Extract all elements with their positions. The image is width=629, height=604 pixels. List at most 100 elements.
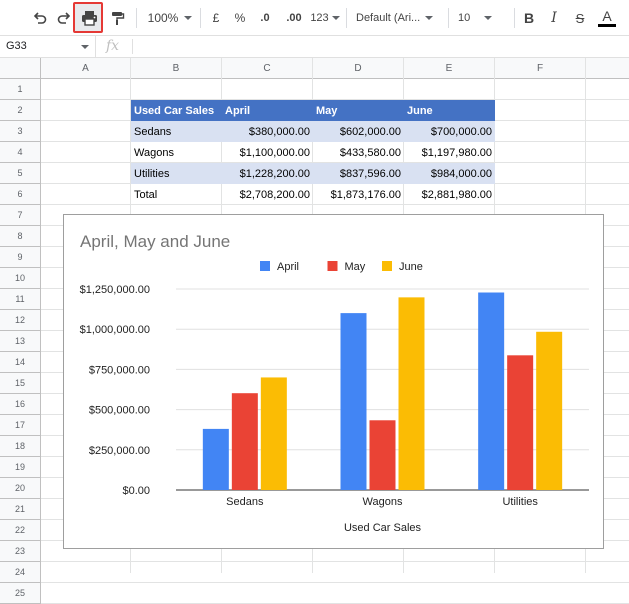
x-axis-title: Used Car Sales xyxy=(344,522,422,534)
zoom-select[interactable]: 100% xyxy=(145,6,195,30)
text-color-button[interactable]: A xyxy=(597,6,617,30)
table-cell[interactable]: $380,000.00 xyxy=(222,121,313,142)
currency-format-button[interactable]: £ xyxy=(212,11,220,25)
font-size-value: 10 xyxy=(458,12,471,24)
print-button-highlight xyxy=(73,2,103,33)
y-tick-label: $500,000.00 xyxy=(89,405,150,417)
toolbar-divider xyxy=(200,8,201,28)
row-header[interactable]: 23 xyxy=(0,541,41,562)
column-header-d[interactable]: D xyxy=(313,58,404,79)
row-header[interactable]: 7 xyxy=(0,205,41,226)
row-header[interactable]: 14 xyxy=(0,352,41,373)
row-header[interactable]: 15 xyxy=(0,373,41,394)
legend-label: June xyxy=(399,261,423,273)
column-header-a[interactable]: A xyxy=(41,58,131,79)
italic-button[interactable]: I xyxy=(551,10,557,26)
fx-icon: fx xyxy=(106,38,120,54)
legend-swatch xyxy=(260,261,270,271)
table-cell[interactable]: Wagons xyxy=(134,146,174,159)
row-header[interactable]: 25 xyxy=(0,583,41,604)
bar xyxy=(536,331,563,490)
table-header-cell[interactable]: June xyxy=(404,100,495,121)
y-tick-label: $250,000.00 xyxy=(89,445,150,457)
row-header[interactable]: 16 xyxy=(0,394,41,415)
table-cell[interactable]: Utilities xyxy=(131,163,222,184)
table-cell[interactable]: Total xyxy=(134,188,158,201)
table-cell[interactable]: $837,596.00 xyxy=(313,163,404,184)
table-cell[interactable]: $1,100,000.00 xyxy=(239,146,310,159)
row-gridline xyxy=(41,582,629,583)
toolbar-divider xyxy=(448,8,449,28)
embedded-chart[interactable]: April, May and June April May June $0.00 $250… xyxy=(63,214,604,549)
row-header[interactable]: 19 xyxy=(0,457,41,478)
redo-icon xyxy=(57,12,71,24)
font-family-select[interactable]: Default (Ari... xyxy=(356,6,440,30)
table-cell[interactable]: $984,000.00 xyxy=(404,163,495,184)
row-gridline xyxy=(41,99,629,100)
formula-input[interactable] xyxy=(134,36,629,57)
paint-roller-icon xyxy=(112,12,125,25)
row-header[interactable]: 1 xyxy=(0,79,41,100)
x-tick-label: Wagons xyxy=(363,496,403,508)
y-tick-label: $0.00 xyxy=(122,485,150,497)
chevron-down-icon xyxy=(484,16,493,20)
table-header-cell[interactable]: Used Car Sales xyxy=(131,100,222,121)
increase-decimals-button[interactable]: .00 xyxy=(282,6,306,30)
paint-format-button[interactable] xyxy=(107,6,127,30)
more-formats-select[interactable]: 123 xyxy=(309,6,341,30)
row-header[interactable]: 22 xyxy=(0,520,41,541)
table-cell[interactable]: $602,000.00 xyxy=(313,121,404,142)
column-header-g[interactable] xyxy=(586,58,629,79)
legend-label: May xyxy=(345,261,366,273)
row-header[interactable]: 6 xyxy=(0,184,41,205)
print-button[interactable] xyxy=(78,6,100,30)
legend-swatch xyxy=(327,261,338,271)
undo-button[interactable] xyxy=(30,6,50,30)
row-header[interactable]: 18 xyxy=(0,436,41,457)
table-cell[interactable]: $1,228,200.00 xyxy=(222,163,313,184)
chart-title: April, May and June xyxy=(80,232,230,251)
table-cell[interactable]: $1,873,176.00 xyxy=(330,188,401,201)
decrease-decimals-label: .0 xyxy=(260,12,270,24)
row-header[interactable]: 4 xyxy=(0,142,41,163)
row-header[interactable]: 13 xyxy=(0,331,41,352)
bar xyxy=(202,428,229,490)
x-tick-label: Utilities xyxy=(502,496,538,508)
percent-format-button[interactable]: % xyxy=(234,11,246,25)
table-cell[interactable]: $433,580.00 xyxy=(339,146,401,159)
table-cell[interactable]: Sedans xyxy=(131,121,222,142)
row-header[interactable]: 11 xyxy=(0,289,41,310)
row-header[interactable]: 21 xyxy=(0,499,41,520)
more-formats-label: 123 xyxy=(310,12,329,24)
row-header[interactable]: 3 xyxy=(0,121,41,142)
redo-button[interactable] xyxy=(54,6,74,30)
row-header[interactable]: 9 xyxy=(0,247,41,268)
table-header-cell[interactable]: May xyxy=(313,100,404,121)
table-cell[interactable]: $1,197,980.00 xyxy=(421,146,492,159)
row-header[interactable]: 17 xyxy=(0,415,41,436)
column-header-f[interactable]: F xyxy=(495,58,586,79)
formula-bar: G33 fx xyxy=(0,36,629,58)
table-cell[interactable]: $2,881,980.00 xyxy=(421,188,492,201)
column-header-c[interactable]: C xyxy=(222,58,313,79)
bold-button[interactable]: B xyxy=(523,10,535,26)
row-header[interactable]: 12 xyxy=(0,310,41,331)
name-box-value: G33 xyxy=(6,40,27,52)
row-header[interactable]: 20 xyxy=(0,478,41,499)
row-header[interactable]: 10 xyxy=(0,268,41,289)
row-gridline xyxy=(41,204,629,205)
font-size-select[interactable]: 10 xyxy=(458,6,508,30)
column-header-e[interactable]: E xyxy=(404,58,495,79)
table-cell[interactable]: $700,000.00 xyxy=(404,121,495,142)
bar xyxy=(507,355,534,490)
decrease-decimals-button[interactable]: .0 xyxy=(255,6,275,30)
name-box[interactable]: G33 xyxy=(0,36,96,57)
table-cell[interactable]: $2,708,200.00 xyxy=(239,188,310,201)
table-header-cell[interactable]: April xyxy=(222,100,313,121)
strikethrough-button[interactable]: S xyxy=(575,10,585,26)
row-header[interactable]: 8 xyxy=(0,226,41,247)
column-header-b[interactable]: B xyxy=(131,58,222,79)
row-header[interactable]: 2 xyxy=(0,100,41,121)
row-header[interactable]: 5 xyxy=(0,163,41,184)
select-all-corner[interactable] xyxy=(0,58,41,79)
